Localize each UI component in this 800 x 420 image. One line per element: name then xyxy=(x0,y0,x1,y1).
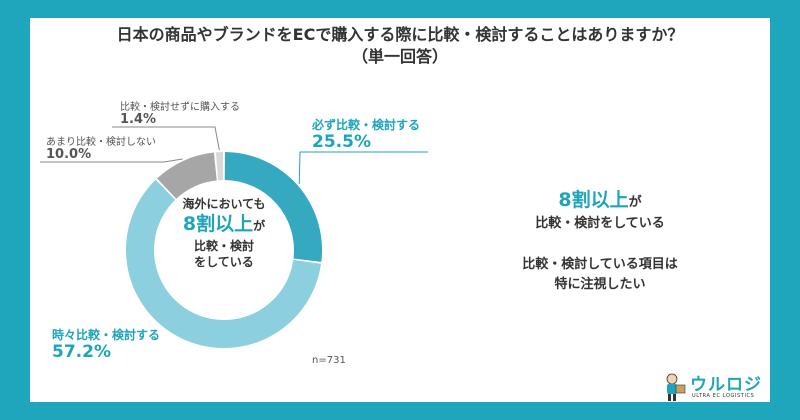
leader-line-not-much xyxy=(40,158,183,163)
summary-line-1-suffix: が xyxy=(628,195,642,210)
leader-line-always xyxy=(298,151,428,185)
logo-tagline: ULTRA EC LOGISTICS xyxy=(692,393,755,399)
mascot-icon xyxy=(666,373,686,401)
leader-line-never xyxy=(112,126,220,151)
slice-value-always: 25.5% xyxy=(312,132,371,152)
slice-not-much xyxy=(157,152,217,199)
slice-value-never: 1.4% xyxy=(120,112,157,127)
slice-label-always: 必ず比較・検討する xyxy=(312,118,421,132)
center-line-3: 比較・検討 xyxy=(193,239,254,253)
center-line-1: 海外においても xyxy=(182,197,266,211)
slice-always xyxy=(224,152,323,262)
sample-size: n=731 xyxy=(312,355,346,366)
summary-line-1: 8割以上が xyxy=(440,190,760,213)
chart-subtitle: （単一回答） xyxy=(351,47,448,66)
center-line-4: をしている xyxy=(194,255,254,269)
slice-never xyxy=(215,152,224,181)
slice-label-sometimes: 時々比較・検討する xyxy=(52,328,161,342)
logo-brand: ウルロジ xyxy=(690,375,762,395)
center-line-2: 8割以上が xyxy=(162,212,286,238)
center-line-2-suffix: が xyxy=(253,219,266,233)
center-emphasis: 8割以上 xyxy=(182,213,254,235)
slice-sometimes xyxy=(126,179,322,349)
slice-value-not-much: 10.0% xyxy=(46,147,92,162)
summary-line-4: 特に注視したい xyxy=(554,277,646,292)
company-logo: ウルロジ ULTRA EC LOGISTICS xyxy=(662,370,762,406)
summary-text: 8割以上が 比較・検討をしている 比較・検討している項目は 特に注視したい xyxy=(440,190,760,295)
summary-line-3: 比較・検討している項目は xyxy=(522,257,678,272)
slice-label-never: 比較・検討せずに購入する xyxy=(120,102,240,113)
summary-line-2: 比較・検討をしている xyxy=(535,216,665,231)
donut-center-text: 海外においても 8割以上が 比較・検討 をしている xyxy=(162,196,286,270)
slice-value-sometimes: 57.2% xyxy=(52,342,111,362)
slice-label-not-much: あまり比較・検討しない xyxy=(46,137,156,148)
summary-emphasis: 8割以上 xyxy=(558,189,629,211)
chart-title: 日本の商品やブランドをECで購入する際に比較・検討することはありますか？ xyxy=(116,25,684,44)
